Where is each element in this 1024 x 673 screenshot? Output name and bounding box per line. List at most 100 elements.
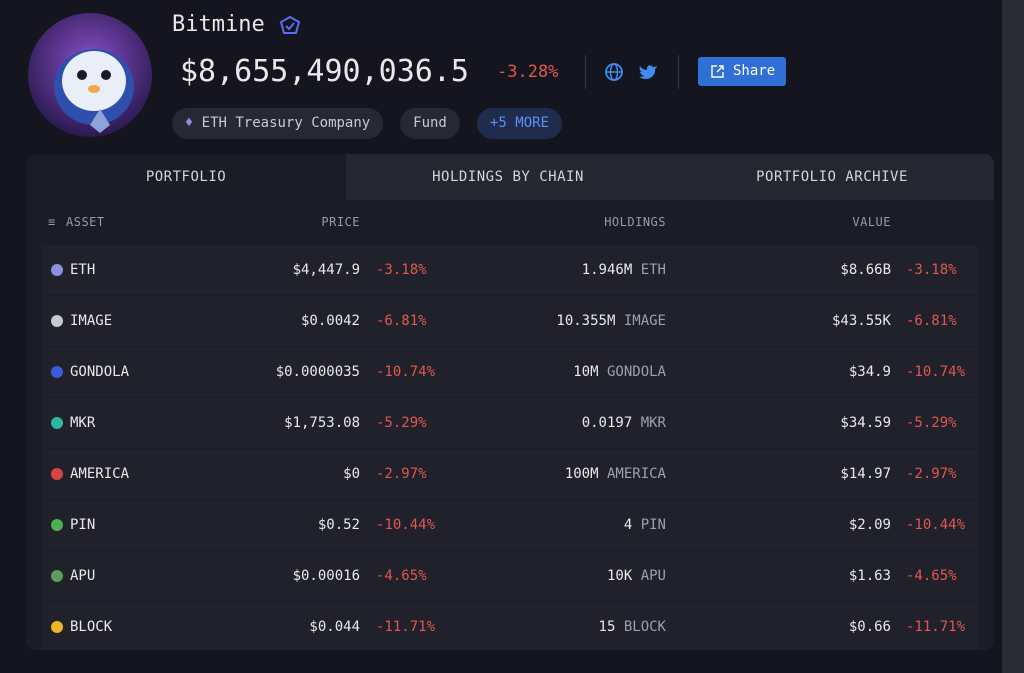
- asset-row[interactable]: GONDOLA $0.0000035 -10.74% 10M GONDOLA $34.9…: [42, 347, 978, 397]
- price-change: -6.81%: [376, 313, 427, 329]
- portfolio-change: -3.28%: [497, 62, 559, 82]
- tag[interactable]: ♦ ETH Treasury Company: [172, 108, 383, 139]
- holdings: 10.355M IMAGE: [556, 296, 666, 346]
- holdings-amount: 100M: [564, 466, 599, 482]
- asset-symbol: AMERICA: [70, 466, 130, 482]
- holdings-amount: 10M: [573, 364, 599, 380]
- value-change: -4.65%: [906, 568, 957, 584]
- twitter-link[interactable]: [638, 63, 658, 81]
- holdings-symbol: PIN: [640, 517, 666, 533]
- holdings: 1.946M ETH: [582, 245, 666, 295]
- asset-icon: [51, 570, 63, 582]
- sort-icon[interactable]: ≡: [48, 215, 56, 229]
- asset-symbol: BLOCK: [70, 619, 113, 635]
- holdings-symbol: ETH: [640, 262, 666, 278]
- avatar: [28, 13, 152, 137]
- price-change: -10.44%: [376, 517, 436, 533]
- share-button[interactable]: Share: [698, 57, 786, 86]
- tab[interactable]: PORTFOLIO ARCHIVE: [756, 169, 908, 185]
- price: $0.52: [317, 517, 360, 533]
- price: $0.044: [309, 619, 360, 635]
- price-change: -10.74%: [376, 364, 436, 380]
- value-change: -10.74%: [906, 364, 966, 380]
- more-tags[interactable]: +5 MORE: [477, 108, 562, 139]
- value-change: -5.29%: [906, 415, 957, 431]
- holdings-symbol: BLOCK: [623, 619, 666, 635]
- asset-row[interactable]: APU $0.00016 -4.65% 10K APU $1.63 -4.65%: [42, 551, 978, 601]
- share-label: Share: [733, 63, 776, 79]
- holdings-amount: 10.355M: [556, 313, 616, 329]
- price-change: -2.97%: [376, 466, 427, 482]
- column-header[interactable]: ASSET: [66, 215, 105, 229]
- price-change: -4.65%: [376, 568, 427, 584]
- asset-row[interactable]: MKR $1,753.08 -5.29% 0.0197 MKR $34.59 -5.29%: [42, 398, 978, 448]
- holdings-symbol: AMERICA: [606, 466, 666, 482]
- asset-row[interactable]: ETH $4,447.9 -3.18% 1.946M ETH $8.66B -3.18%: [42, 245, 978, 295]
- holdings-amount: 4: [623, 517, 633, 533]
- price-change: -11.71%: [376, 619, 436, 635]
- holdings-amount: 10K: [606, 568, 633, 584]
- tab-active[interactable]: PORTFOLIO: [145, 169, 227, 185]
- asset-symbol: APU: [70, 568, 96, 584]
- column-header[interactable]: PRICE: [321, 215, 360, 229]
- asset-row[interactable]: AMERICA $0 -2.97% 100M AMERICA $14.97 -2.97%: [42, 449, 978, 499]
- value: $2.09: [848, 517, 891, 533]
- tab[interactable]: HOLDINGS BY CHAIN: [432, 169, 584, 185]
- asset-icon: [51, 264, 63, 276]
- tab-bar-bg: [346, 154, 994, 200]
- value: $34.59: [840, 415, 891, 431]
- holdings-amount: 0.0197: [581, 415, 633, 431]
- price-change: -3.18%: [376, 262, 427, 278]
- holdings: 10K APU: [607, 551, 666, 601]
- asset-symbol: IMAGE: [70, 313, 113, 329]
- asset-symbol: GONDOLA: [70, 364, 130, 380]
- holdings-symbol: GONDOLA: [606, 364, 666, 380]
- price: $0.00016: [292, 568, 360, 584]
- holdings: 0.0197 MKR: [582, 398, 666, 448]
- value: $43.55K: [831, 313, 891, 329]
- price: $0.0042: [300, 313, 360, 329]
- price-change: -5.29%: [376, 415, 427, 431]
- asset-icon: [51, 468, 63, 480]
- asset-symbol: MKR: [70, 415, 96, 431]
- holdings-symbol: APU: [640, 568, 666, 584]
- value-change: -2.97%: [906, 466, 957, 482]
- holdings: 4 PIN: [624, 500, 666, 550]
- app: Bitmine $8,655,490,036.5 -3.28% Share ♦ …: [0, 0, 1002, 673]
- tag-label: ETH Treasury Company: [201, 115, 371, 131]
- holdings-symbol: MKR: [640, 415, 666, 431]
- asset-row[interactable]: PIN $0.52 -10.44% 4 PIN $2.09 -10.44%: [42, 500, 978, 550]
- asset-icon: [51, 315, 63, 327]
- value-change: -3.18%: [906, 262, 957, 278]
- value-change: -11.71%: [906, 619, 966, 635]
- column-header[interactable]: HOLDINGS: [604, 215, 666, 229]
- column-header[interactable]: VALUE: [852, 215, 891, 229]
- portfolio-card: PORTFOLIO HOLDINGS BY CHAIN PORTFOLIO AR…: [26, 154, 994, 650]
- asset-row[interactable]: BLOCK $0.044 -11.71% 15 BLOCK $0.66 -11.71%: [42, 602, 978, 650]
- value: $1.63: [848, 568, 891, 584]
- asset-icon: [51, 417, 63, 429]
- website-link[interactable]: [604, 62, 624, 82]
- price: $4,447.9: [292, 262, 360, 278]
- portfolio-value: $8,655,490,036.5: [180, 54, 469, 89]
- verified-badge: [279, 15, 301, 34]
- holdings-symbol: IMAGE: [623, 313, 666, 329]
- asset-icon: [51, 621, 63, 633]
- holdings-amount: 15: [598, 619, 616, 635]
- holdings: 100M AMERICA: [565, 449, 666, 499]
- price: $0.0000035: [275, 364, 360, 380]
- tag[interactable]: Fund: [400, 108, 460, 139]
- holdings: 10M GONDOLA: [573, 347, 666, 397]
- asset-symbol: ETH: [70, 262, 96, 278]
- background-page: [1002, 0, 1024, 673]
- price: $0: [343, 466, 360, 482]
- value-change: -6.81%: [906, 313, 957, 329]
- divider: [585, 55, 586, 89]
- asset-row[interactable]: IMAGE $0.0042 -6.81% 10.355M IMAGE $43.55K -6…: [42, 296, 978, 346]
- asset-symbol: PIN: [70, 517, 96, 533]
- divider: [678, 55, 679, 89]
- holdings-amount: 1.946M: [581, 262, 633, 278]
- asset-icon: [51, 366, 63, 378]
- asset-icon: [51, 519, 63, 531]
